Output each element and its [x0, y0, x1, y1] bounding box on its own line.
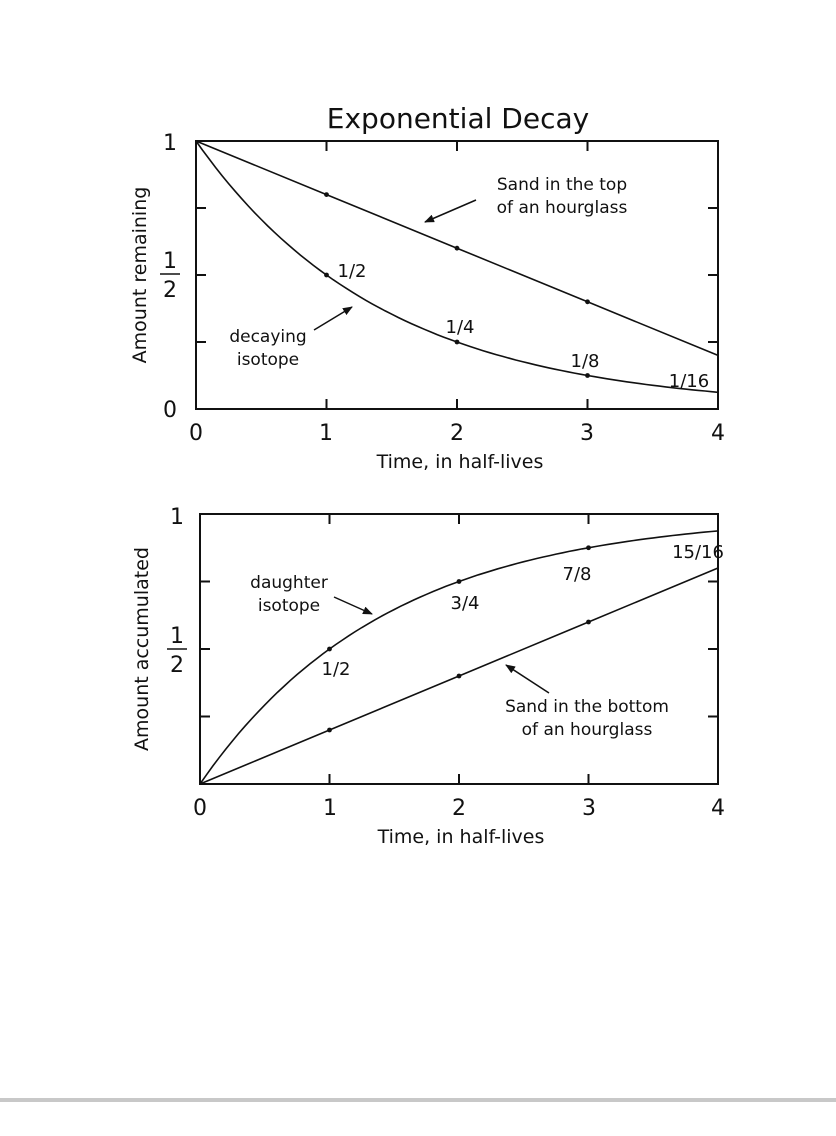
scan-edge-line: [0, 1098, 836, 1102]
data-point: [456, 673, 462, 679]
y-axis-label: Amount accumulated: [131, 547, 153, 751]
x-tick-label-1: 1: [319, 421, 333, 446]
x-tick-label-2: 2: [452, 796, 466, 821]
x-axis-label: Time, in half-lives: [377, 826, 545, 848]
sand-bottom-annotation-line-2: of an hourglass: [522, 720, 653, 740]
sand-annotation-line-1: Sand in the top: [497, 175, 627, 195]
x-tick-label-3: 3: [582, 796, 596, 821]
isotope-annotation-line-2: isotope: [237, 350, 299, 370]
isotope-annotation-arrow: [313, 306, 353, 331]
series-group: [195, 140, 719, 394]
daughter-annotation-line-2: isotope: [258, 596, 320, 616]
x-tick-label-3: 3: [580, 421, 594, 446]
x-tick-label-0: 0: [189, 421, 203, 446]
data-point: [585, 373, 590, 378]
data-point: [585, 299, 590, 305]
accumulation-chart: 1 1 2 0 1 2 3 4 Time, in half-lives Amou…: [131, 505, 725, 848]
data-point: [327, 646, 332, 652]
y-tick-label-0: 0: [163, 398, 177, 423]
data-point: [327, 727, 332, 733]
point-label-fifteen-sixteenths: 15/16: [672, 542, 724, 563]
isotope-annotation-line-1: decaying: [229, 327, 306, 347]
y-tick-label-half-denominator: 2: [163, 278, 177, 303]
point-label-half: 1/2: [322, 659, 351, 680]
data-point: [586, 619, 591, 625]
y-axis-label: Amount remaining: [129, 187, 151, 364]
y-tick-label-half-numerator: 1: [170, 624, 184, 649]
y-tick-label-1: 1: [170, 505, 184, 530]
y-tick-label-half-numerator: 1: [163, 249, 177, 274]
point-label-seven-eighths: 7/8: [563, 564, 592, 585]
point-label-eighth: 1/8: [571, 351, 600, 372]
y-tick-label-1: 1: [163, 131, 177, 156]
tick-marks: [196, 141, 718, 409]
point-label-half: 1/2: [338, 261, 367, 282]
sand-annotation-arrow: [424, 199, 477, 223]
sand-annotation-line-2: of an hourglass: [497, 198, 628, 218]
plot-frame: [199, 513, 719, 785]
data-point: [324, 192, 329, 198]
chart-title: Exponential Decay: [327, 102, 589, 135]
series-line: [199, 530, 719, 785]
data-point: [454, 245, 460, 251]
x-tick-label-1: 1: [323, 796, 337, 821]
sand-bottom-annotation-arrow: [505, 664, 550, 694]
data-point: [456, 579, 462, 584]
x-axis-label: Time, in half-lives: [376, 451, 544, 473]
point-label-sixteenth: 1/16: [669, 371, 709, 392]
x-tick-label-2: 2: [450, 421, 464, 446]
point-label-three-quarters: 3/4: [451, 593, 480, 614]
data-point: [454, 339, 460, 345]
x-tick-label-4: 4: [711, 421, 725, 446]
sand-bottom-annotation-line-1: Sand in the bottom: [505, 697, 669, 717]
decay-chart: Exponential Decay 1 1 2 0 0 1 2 3 4 Time…: [129, 102, 725, 473]
point-label-quarter: 1/4: [446, 317, 475, 338]
tick-marks: [200, 514, 718, 784]
x-tick-label-4: 4: [711, 796, 725, 821]
series-group: [199, 530, 719, 785]
data-point: [324, 272, 329, 278]
data-point: [586, 545, 591, 551]
daughter-annotation-arrow: [333, 596, 373, 615]
x-tick-label-0: 0: [193, 796, 207, 821]
y-tick-label-half-denominator: 2: [170, 653, 184, 678]
daughter-annotation-line-1: daughter: [250, 573, 328, 593]
